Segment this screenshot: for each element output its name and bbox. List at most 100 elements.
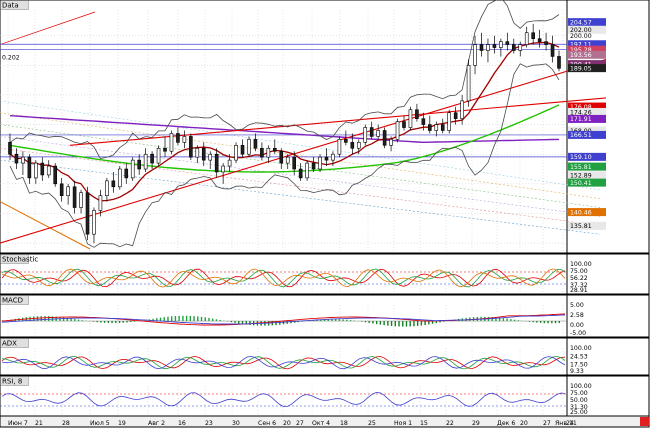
candle xyxy=(285,154,290,170)
candle xyxy=(518,41,523,57)
price-tag-label: 204.57 xyxy=(570,19,592,26)
candle-body xyxy=(21,156,25,164)
candle-body xyxy=(537,38,542,42)
candle-body xyxy=(201,147,206,161)
date-tick-label: Июл 5 xyxy=(90,420,110,427)
date-tick-label: Сен 6 xyxy=(258,420,276,427)
candle-body xyxy=(105,180,109,196)
candle-body xyxy=(79,192,83,208)
trend-channel-lower xyxy=(0,58,607,244)
date-tick-label: Янв 11 xyxy=(555,420,577,427)
rsi-line xyxy=(1,392,566,407)
pane-rsi-8 xyxy=(0,375,650,417)
candle xyxy=(143,148,148,172)
candle xyxy=(214,148,219,178)
adx-line xyxy=(1,355,566,370)
price-tag-label: 155.81 xyxy=(570,164,592,171)
price-tag-bg xyxy=(568,50,606,59)
date-tick-label: Ноя 1 xyxy=(394,420,412,427)
candle-body xyxy=(143,153,148,170)
fan-line xyxy=(0,112,601,199)
candle-body xyxy=(176,133,180,143)
candle-body xyxy=(137,159,141,170)
date-tick-label: Авг 2 xyxy=(148,420,165,427)
candle xyxy=(486,38,490,63)
candle xyxy=(85,186,90,241)
fan-line xyxy=(0,147,601,226)
price-tag-label: 135.81 xyxy=(570,223,592,230)
candle-body xyxy=(182,136,187,143)
candle xyxy=(247,136,251,158)
candle xyxy=(369,121,374,140)
candle-body xyxy=(550,44,555,57)
candle xyxy=(479,32,484,57)
candle xyxy=(434,121,439,137)
candle-body xyxy=(305,162,309,179)
candle-body xyxy=(421,118,426,125)
candle-body xyxy=(85,192,90,235)
date-tick-label: 18 xyxy=(340,420,348,427)
candle-body xyxy=(273,147,277,152)
candle xyxy=(331,151,335,167)
candle xyxy=(59,177,64,202)
candle-body xyxy=(382,130,387,146)
candle xyxy=(492,35,497,54)
date-tick-label: 28 xyxy=(62,420,70,427)
adx-line xyxy=(1,355,566,370)
candle xyxy=(499,38,503,57)
price-tag-label: 166.51 xyxy=(570,132,592,139)
pane-axis-label: 5.00 xyxy=(570,302,584,309)
candle xyxy=(14,148,19,170)
date-tick-label: 27 xyxy=(543,420,551,427)
candle xyxy=(511,38,516,54)
candle-body xyxy=(92,210,96,235)
date-tick-label: 29 xyxy=(472,420,480,427)
candle-body xyxy=(124,168,129,179)
candle xyxy=(163,136,167,158)
candle xyxy=(195,145,200,164)
candle-body xyxy=(331,153,335,161)
price-tag-label: 152.89 xyxy=(570,173,592,180)
pane-frame xyxy=(0,253,650,295)
candle-body xyxy=(318,156,322,170)
price-tag xyxy=(568,126,606,135)
candle xyxy=(421,112,426,131)
candle xyxy=(92,207,96,244)
price-tag-label: 197.11 xyxy=(570,42,592,49)
candle xyxy=(447,109,452,134)
candle-body xyxy=(53,165,58,185)
candle xyxy=(531,23,535,45)
pane-axis-label: 28.91 xyxy=(570,287,588,294)
candle xyxy=(169,130,174,155)
price-tag xyxy=(568,208,606,217)
price-tag-label: 159.10 xyxy=(570,154,592,161)
candle-body xyxy=(266,147,271,158)
pane-title: MACD xyxy=(2,297,23,305)
pane-adx xyxy=(0,337,650,376)
price-tag-bg xyxy=(568,221,606,230)
candle-body xyxy=(428,124,432,131)
price-tag-bg xyxy=(568,208,606,217)
candle-body xyxy=(130,159,135,179)
date-tick-label: Окт 4 xyxy=(312,420,330,427)
candle-body xyxy=(505,41,510,45)
candle-body xyxy=(59,183,64,196)
candle xyxy=(537,29,542,48)
candle-body xyxy=(227,159,232,167)
candle-body xyxy=(311,162,316,170)
candle xyxy=(453,106,458,125)
candle xyxy=(408,106,413,131)
candle-body xyxy=(402,121,406,128)
candle xyxy=(273,139,277,155)
price-tag-bg xyxy=(568,60,606,69)
pane-title-box xyxy=(0,338,29,348)
candle-body xyxy=(214,153,219,173)
candle-body xyxy=(337,139,342,155)
candle xyxy=(118,166,122,190)
pane-title-box xyxy=(0,0,29,10)
candle xyxy=(66,183,70,205)
price-tag xyxy=(568,178,606,187)
price-tag xyxy=(568,60,606,69)
pane-axis-label: 100.00 xyxy=(570,383,592,390)
candle-body xyxy=(369,127,374,137)
